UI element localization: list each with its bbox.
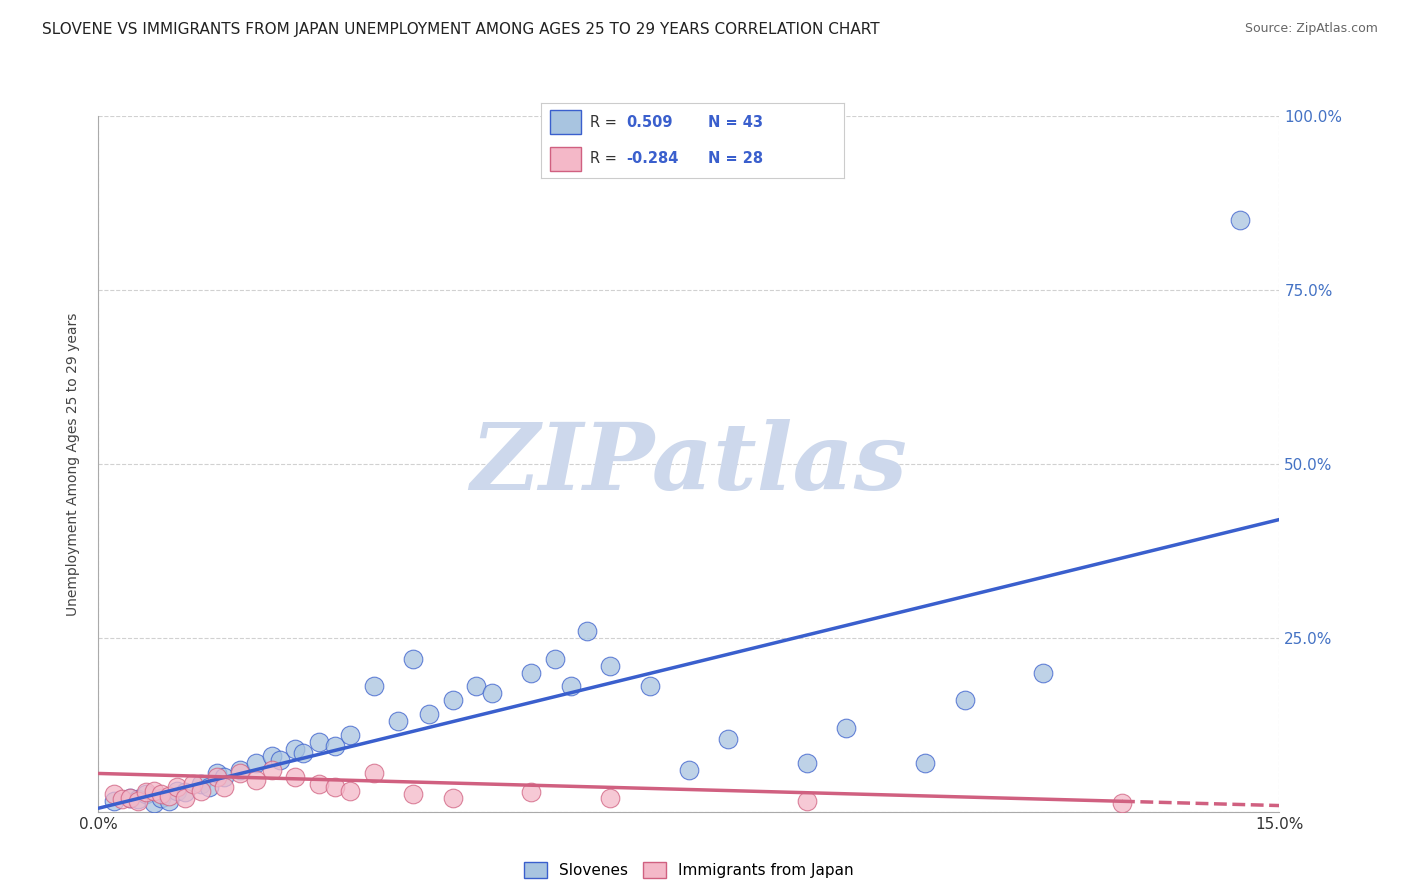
Point <box>269 753 291 767</box>
Point <box>1111 797 1133 811</box>
Point <box>638 680 661 694</box>
Point <box>190 784 212 798</box>
Point <box>363 766 385 780</box>
Point <box>245 756 267 770</box>
Point <box>953 693 976 707</box>
Point <box>363 680 385 694</box>
Bar <box>550 146 581 171</box>
Text: 0.509: 0.509 <box>626 115 672 130</box>
Point <box>111 792 134 806</box>
Point <box>260 763 283 777</box>
Point <box>127 794 149 808</box>
Point <box>544 651 567 665</box>
Point <box>402 651 425 665</box>
Point <box>387 714 409 729</box>
Point <box>914 756 936 770</box>
Point <box>118 790 141 805</box>
Point <box>135 785 157 799</box>
Point <box>678 763 700 777</box>
Text: N = 43: N = 43 <box>707 115 762 130</box>
Point <box>717 731 740 746</box>
Point <box>308 777 330 791</box>
Point <box>157 794 180 808</box>
Point <box>142 797 165 811</box>
Point <box>181 777 204 791</box>
Point <box>142 784 165 798</box>
Point <box>599 658 621 673</box>
Point <box>166 784 188 798</box>
Text: R =: R = <box>589 115 621 130</box>
Point <box>150 788 173 801</box>
Point <box>1032 665 1054 680</box>
Point <box>796 794 818 808</box>
Point <box>402 788 425 801</box>
Point <box>323 739 346 753</box>
Text: R =: R = <box>589 151 621 166</box>
Point <box>796 756 818 770</box>
Text: SLOVENE VS IMMIGRANTS FROM JAPAN UNEMPLOYMENT AMONG AGES 25 TO 29 YEARS CORRELAT: SLOVENE VS IMMIGRANTS FROM JAPAN UNEMPLO… <box>42 22 880 37</box>
Point <box>190 777 212 791</box>
Point <box>1229 213 1251 227</box>
Point <box>229 763 252 777</box>
Point <box>323 780 346 795</box>
Point <box>418 707 440 722</box>
Point <box>575 624 598 638</box>
Point <box>284 770 307 784</box>
Point <box>441 790 464 805</box>
Point <box>441 693 464 707</box>
Text: -0.284: -0.284 <box>626 151 678 166</box>
Legend: Slovenes, Immigrants from Japan: Slovenes, Immigrants from Japan <box>517 856 860 884</box>
Point <box>308 735 330 749</box>
Point <box>520 665 543 680</box>
Point <box>292 746 315 760</box>
Y-axis label: Unemployment Among Ages 25 to 29 years: Unemployment Among Ages 25 to 29 years <box>66 312 80 615</box>
Point <box>560 680 582 694</box>
Point <box>205 766 228 780</box>
Point <box>245 773 267 788</box>
Point <box>520 785 543 799</box>
Point <box>174 790 197 805</box>
Bar <box>550 111 581 135</box>
Point <box>205 770 228 784</box>
Point <box>214 780 236 795</box>
Point <box>166 780 188 795</box>
Point <box>197 780 219 795</box>
Point <box>339 728 361 742</box>
Point <box>103 788 125 801</box>
Point <box>339 784 361 798</box>
Text: ZIPatlas: ZIPatlas <box>471 419 907 508</box>
Text: N = 28: N = 28 <box>707 151 762 166</box>
Point <box>835 721 858 735</box>
Point <box>284 742 307 756</box>
Point <box>118 790 141 805</box>
Point <box>127 792 149 806</box>
Point <box>465 680 488 694</box>
Point <box>599 790 621 805</box>
Point <box>229 766 252 780</box>
Point <box>150 790 173 805</box>
Point <box>174 785 197 799</box>
Point <box>157 789 180 804</box>
Point <box>260 749 283 764</box>
Text: Source: ZipAtlas.com: Source: ZipAtlas.com <box>1244 22 1378 36</box>
Point <box>214 770 236 784</box>
Point <box>135 788 157 801</box>
Point <box>103 794 125 808</box>
Point <box>481 686 503 700</box>
